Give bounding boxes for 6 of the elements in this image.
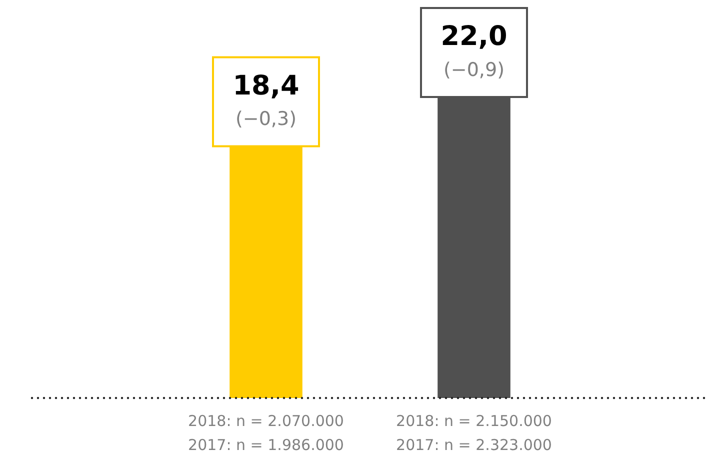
annotation: (−0,9)	[444, 58, 504, 81]
annotation: (−0,3)	[236, 108, 296, 130]
x-tick-label: 2018: n = 2.150.000 2017: n = 2.323.000	[396, 412, 552, 454]
x-tick-label: 2018: n = 2.070.000 2017: n = 1.986.000	[188, 412, 344, 454]
data-label: 22,0	[440, 21, 508, 52]
data-label: 18,4	[232, 70, 300, 102]
